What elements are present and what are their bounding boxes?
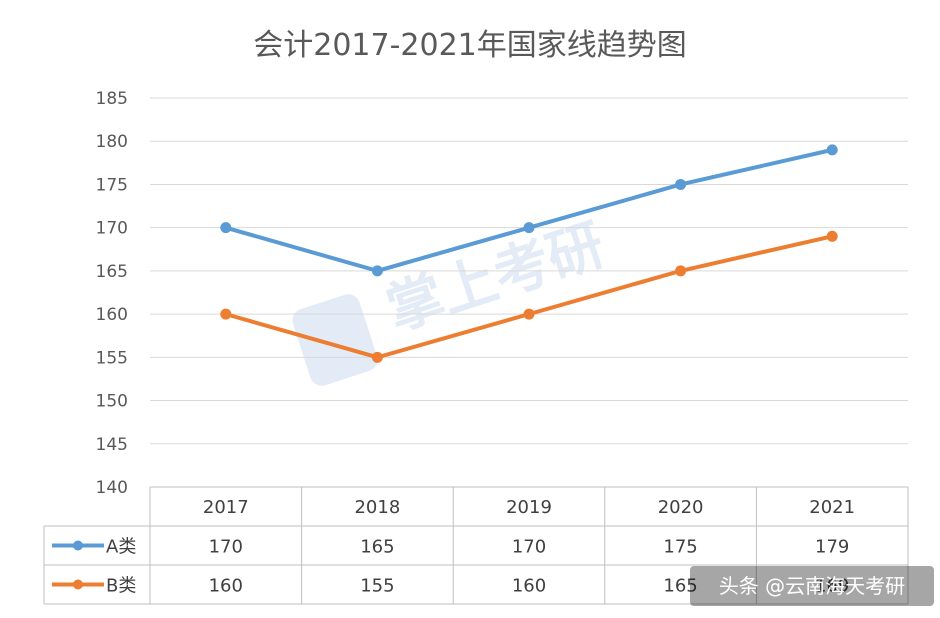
y-tick-label: 180 bbox=[96, 132, 128, 152]
legend-marker bbox=[73, 579, 83, 590]
y-tick-label: 185 bbox=[96, 89, 128, 109]
credit-text: 头条 @云南海天考研 bbox=[719, 574, 905, 598]
table-cell-value: 160 bbox=[512, 576, 546, 597]
data-point bbox=[220, 308, 232, 320]
legend-label: A类 bbox=[106, 537, 136, 558]
y-tick-label: 155 bbox=[96, 348, 128, 368]
y-tick-label: 165 bbox=[96, 262, 128, 282]
legend-label: B类 bbox=[106, 576, 136, 597]
data-point bbox=[523, 222, 535, 234]
y-tick-label: 150 bbox=[96, 392, 128, 412]
table-cell-value: 165 bbox=[360, 537, 394, 558]
data-point bbox=[220, 222, 232, 234]
data-point bbox=[371, 265, 383, 277]
y-tick-label: 170 bbox=[96, 219, 128, 239]
watermark-logo-icon bbox=[292, 294, 378, 386]
watermark: 掌上考研 bbox=[292, 212, 612, 386]
table-cell-value: 179 bbox=[815, 537, 849, 558]
data-point bbox=[826, 230, 838, 242]
x-tick-label: 2019 bbox=[506, 497, 552, 518]
credit-background bbox=[690, 566, 934, 606]
x-tick-label: 2018 bbox=[354, 497, 400, 518]
data-point bbox=[675, 178, 687, 190]
data-table: 2017 2018 2019 2020 2021 A类 170 165 170 175 179 B类 1… bbox=[43, 486, 909, 605]
x-tick-label: 2017 bbox=[203, 497, 249, 518]
credit-overlay: 头条 @云南海天考研 bbox=[690, 566, 934, 606]
table-cell-value: 169 bbox=[815, 576, 849, 597]
gridlines bbox=[150, 97, 908, 445]
table-cell-value: 170 bbox=[209, 537, 243, 558]
table-cell-value: 155 bbox=[360, 576, 394, 597]
x-tick-label: 2021 bbox=[809, 497, 855, 518]
table-cell-value: 175 bbox=[663, 537, 697, 558]
data-point bbox=[826, 144, 838, 156]
y-tick-label: 145 bbox=[96, 435, 128, 455]
table-cell-value: 170 bbox=[512, 537, 546, 558]
data-point bbox=[675, 265, 687, 277]
data-point bbox=[523, 308, 535, 320]
y-tick-label: 175 bbox=[96, 175, 128, 195]
x-tick-label: 2020 bbox=[658, 497, 704, 518]
table-cell-value: 165 bbox=[663, 576, 697, 597]
series-lines bbox=[220, 144, 838, 363]
y-tick-label: 160 bbox=[96, 305, 128, 325]
y-axis-ticks: 140 145 150 155 160 165 170 175 180 185 bbox=[96, 89, 128, 498]
y-tick-label: 140 bbox=[96, 478, 128, 498]
legend-marker bbox=[73, 540, 83, 551]
chart-title: 会计2017-2021年国家线趋势图 bbox=[253, 28, 687, 63]
table-cell-value: 160 bbox=[209, 576, 243, 597]
data-point bbox=[371, 351, 383, 363]
